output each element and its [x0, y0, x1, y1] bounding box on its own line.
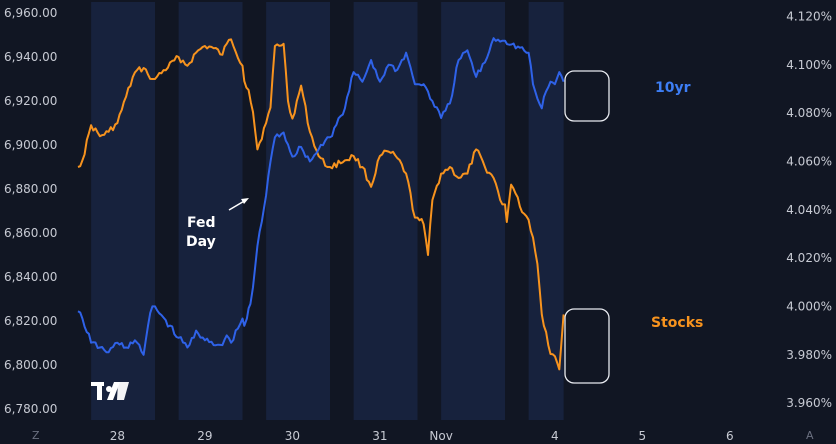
- session-band-5: [528, 2, 564, 420]
- right-tick-label: 4.040%: [786, 203, 832, 217]
- fed-day-label-line1: Fed: [187, 215, 216, 231]
- session-band-1: [178, 2, 243, 420]
- left-tick-label: 6,900.00: [4, 138, 57, 152]
- right-tick-label: 4.020%: [786, 251, 832, 265]
- left-axis-ticks: 6,960.00 6,940.00 6,920.00 6,900.00 6,880.00…: [4, 6, 57, 416]
- label-stocks: Stocks: [651, 315, 703, 331]
- left-tick-label: 6,800.00: [4, 358, 57, 372]
- right-tick-label: 4.080%: [786, 106, 832, 120]
- x-tick-label: 28: [110, 429, 125, 443]
- x-tick-label: Nov: [429, 429, 452, 443]
- x-tick-label: 5: [639, 429, 647, 443]
- left-tick-label: 6,860.00: [4, 226, 57, 240]
- fed-day-label-line2: Day: [186, 234, 216, 250]
- x-tick-label: 6: [726, 429, 734, 443]
- right-tick-label: 4.100%: [786, 58, 832, 72]
- right-tick-label: 3.980%: [786, 348, 832, 362]
- series-lines: [77, 37, 565, 371]
- highlight-box-10yr: [564, 70, 610, 122]
- label-10yr: 10yr: [655, 80, 691, 96]
- left-tick-label: 6,940.00: [4, 50, 57, 64]
- session-band-2: [266, 2, 330, 420]
- x-tick-label: 29: [197, 429, 212, 443]
- left-tick-label: 6,960.00: [4, 6, 57, 20]
- session-band-3: [353, 2, 418, 420]
- right-axis-ticks: 4.120% 4.100% 4.080% 4.060% 4.040% 4.020% 4.00…: [786, 9, 832, 410]
- session-bands: [91, 2, 564, 420]
- right-tick-label: 4.000%: [786, 299, 832, 313]
- right-tick-label: 4.120%: [786, 9, 832, 23]
- session-band-0: [91, 2, 155, 420]
- x-axis-ticks: 28 29 30 31 Nov 4 5 6: [110, 429, 734, 443]
- right-axis-corner-button[interactable]: A: [806, 429, 814, 442]
- series-line-stocks: [77, 38, 565, 371]
- x-tick-label: 4: [551, 429, 559, 443]
- highlight-box-stocks: [564, 308, 610, 384]
- left-tick-label: 6,780.00: [4, 402, 57, 416]
- x-tick-label: 31: [372, 429, 387, 443]
- series-line-10yr: [77, 37, 565, 356]
- left-tick-label: 6,920.00: [4, 94, 57, 108]
- left-tick-label: 6,820.00: [4, 314, 57, 328]
- left-tick-label: 6,880.00: [4, 182, 57, 196]
- fed-day-arrow: [228, 198, 249, 211]
- right-tick-label: 4.060%: [786, 154, 832, 168]
- x-tick-label: 30: [285, 429, 300, 443]
- left-axis-corner-button[interactable]: Z: [32, 429, 40, 442]
- right-tick-label: 3.960%: [786, 396, 832, 410]
- left-tick-label: 6,840.00: [4, 270, 57, 284]
- tradingview-logo: [91, 382, 129, 400]
